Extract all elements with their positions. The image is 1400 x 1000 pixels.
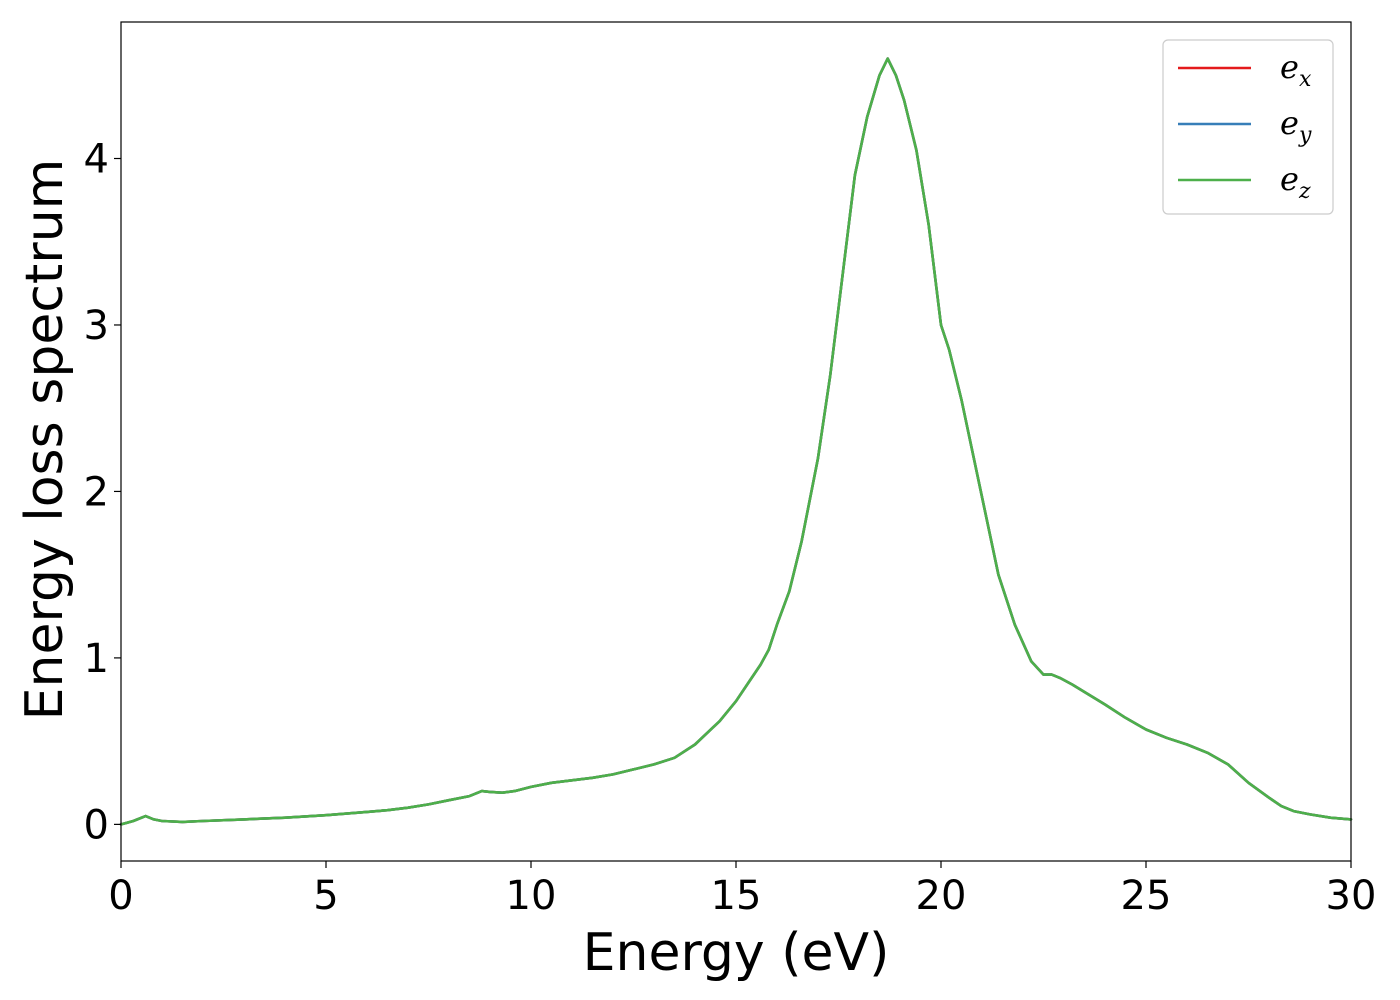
- series-layer: [119, 57, 1353, 826]
- x-axis-label: Energy (eV): [583, 923, 890, 983]
- legend-label-base: e: [1280, 48, 1299, 86]
- legend-label: ey: [1280, 104, 1312, 148]
- legend-label-base: e: [1280, 160, 1299, 198]
- series-line-z: [119, 57, 1353, 826]
- legend-item-z: ez: [1178, 160, 1311, 204]
- y-tick-label: 1: [84, 636, 109, 682]
- legend-label-subscript: z: [1298, 179, 1311, 204]
- legend-label-base: e: [1280, 104, 1299, 142]
- legend-label: ez: [1280, 160, 1311, 204]
- x-axis-ticks: 0 5 10 15 20 25 30: [108, 861, 1376, 919]
- y-tick-label: 0: [84, 802, 109, 848]
- x-tick-label: 20: [916, 873, 967, 919]
- x-tick-label: 25: [1121, 873, 1172, 919]
- legend-label-subscript: y: [1298, 123, 1312, 148]
- legend-item-y: ey: [1178, 104, 1312, 148]
- y-tick-label: 2: [84, 469, 109, 515]
- y-tick-label: 4: [84, 137, 109, 183]
- legend-item-x: ex: [1178, 48, 1312, 92]
- x-tick-label: 30: [1326, 873, 1377, 919]
- x-tick-label: 0: [108, 873, 133, 919]
- y-axis-ticks: 0 1 2 3 4: [84, 137, 121, 848]
- legend-frame: [1162, 39, 1334, 215]
- x-tick-label: 10: [506, 873, 557, 919]
- x-tick-label: 15: [711, 873, 762, 919]
- legend-label: ex: [1280, 48, 1312, 92]
- x-tick-label: 5: [313, 873, 338, 919]
- legend-label-subscript: x: [1299, 67, 1312, 92]
- y-tick-label: 3: [84, 303, 109, 349]
- y-axis-label: Energy loss spectrum: [15, 159, 75, 721]
